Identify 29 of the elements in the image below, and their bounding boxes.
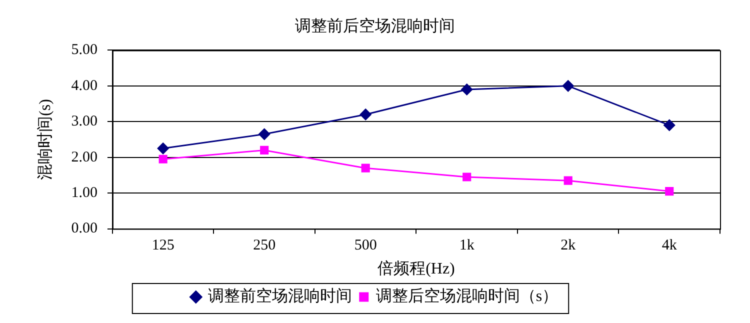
legend-label: 调整前空场混响时间 [208, 287, 352, 306]
y-tick-label: 3.00 [71, 114, 98, 130]
x-tick-label: 4k [662, 238, 678, 254]
y-tick-label: 1.00 [71, 185, 98, 202]
point [665, 187, 674, 196]
y-tick-label: 0.00 [71, 220, 98, 237]
y-axis-title: 混响时间(s) [36, 99, 54, 180]
y-tick-label: 2.00 [71, 149, 98, 166]
point [260, 146, 269, 154]
legend-label: 调整后空场混响时间（s） [376, 287, 558, 306]
point [562, 80, 574, 92]
point [462, 172, 472, 182]
point [157, 142, 169, 154]
x-tick-label: 1k [459, 238, 475, 254]
x-tick-label: 250 [253, 238, 276, 254]
x-tick-label: 500 [354, 238, 377, 254]
y-tick-label: 5.00 [71, 42, 98, 58]
point [664, 119, 676, 131]
chart-title: 调整前后空场混响时间 [295, 16, 455, 35]
point [461, 84, 473, 96]
x-axis-title: 倍频程(Hz) [378, 260, 455, 278]
x-tick-label: 125 [152, 238, 174, 254]
y-tick-label: 4.00 [71, 78, 98, 94]
point [361, 164, 370, 172]
x-tick-label: 2k [560, 238, 576, 254]
point [158, 154, 168, 164]
point [360, 108, 372, 120]
point [258, 128, 270, 140]
point [564, 176, 572, 185]
